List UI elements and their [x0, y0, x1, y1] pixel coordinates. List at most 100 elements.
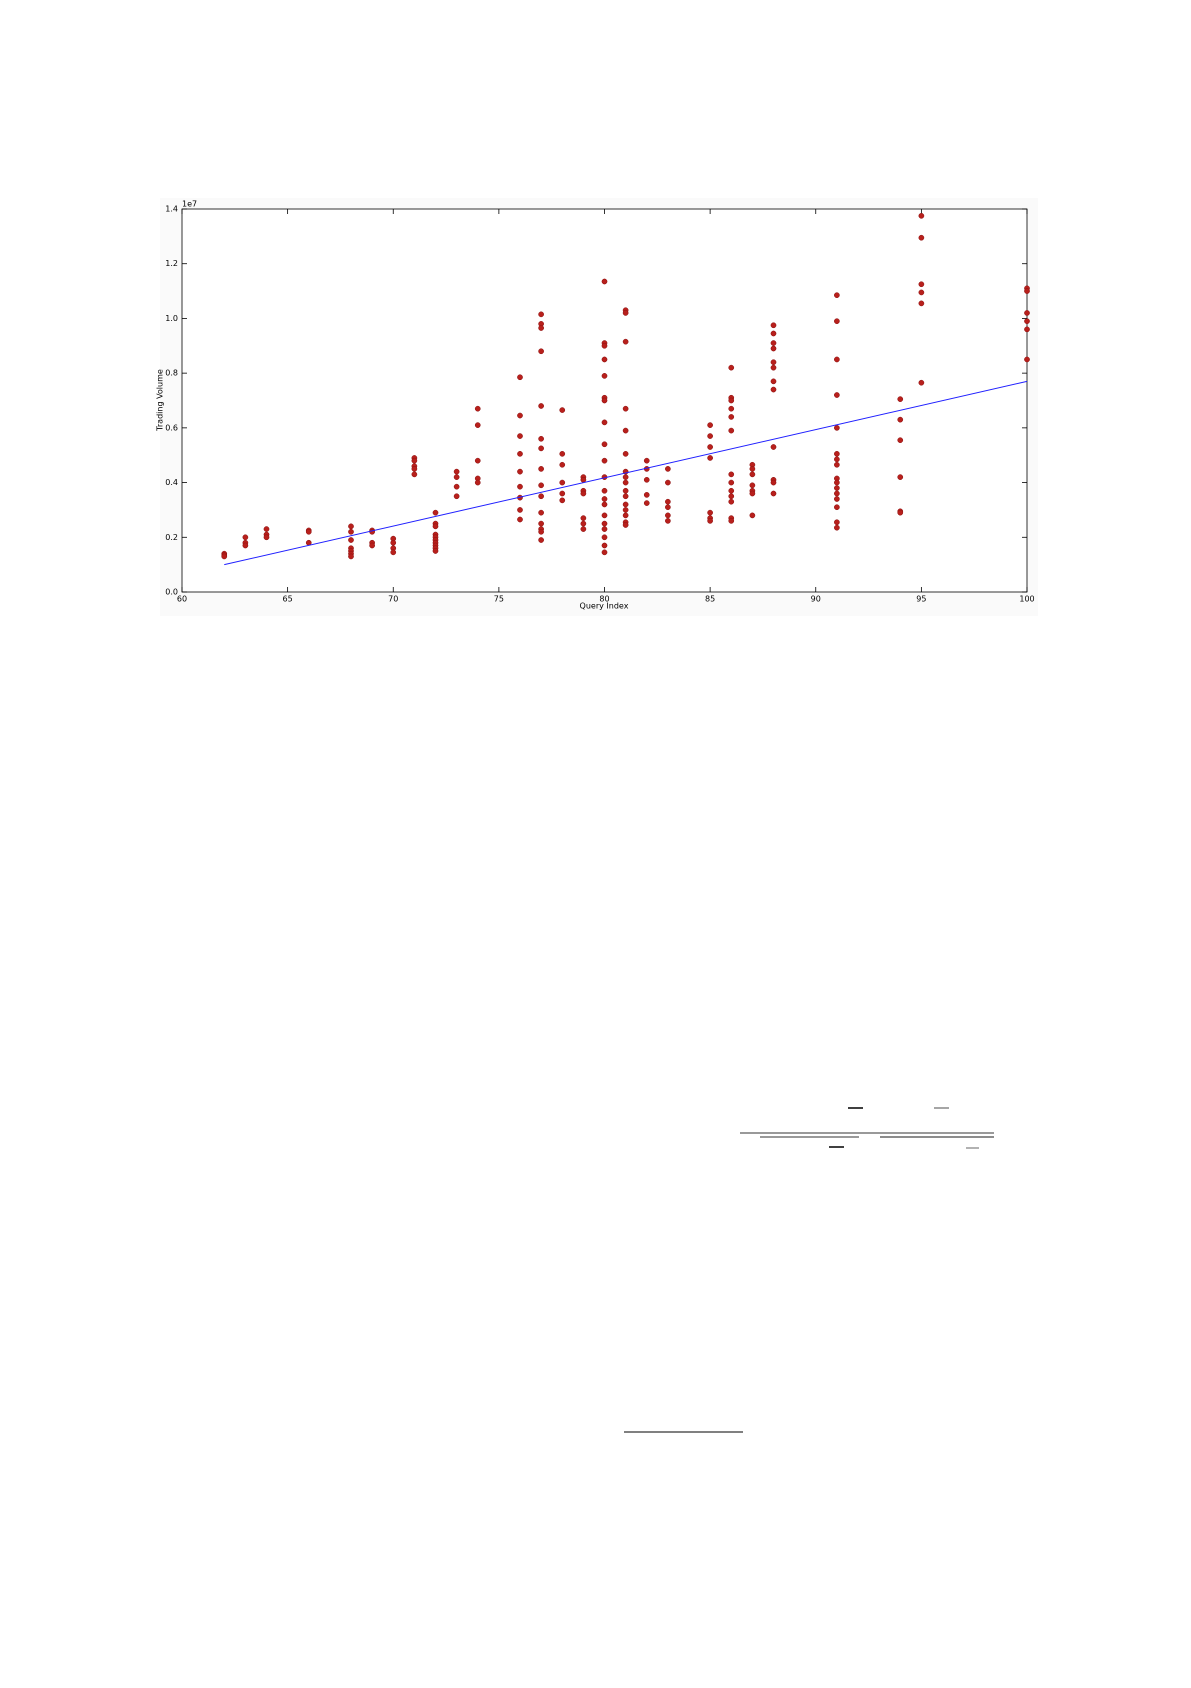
point	[601, 542, 608, 549]
point	[601, 457, 608, 464]
point	[453, 474, 460, 480]
point	[1024, 356, 1030, 363]
point	[453, 493, 460, 500]
point	[580, 476, 587, 483]
point	[411, 466, 418, 472]
point	[707, 433, 713, 439]
y-tick-label: 0.0	[165, 588, 178, 597]
point	[622, 487, 629, 494]
point	[918, 212, 925, 219]
point	[538, 509, 544, 516]
y-tick-label: 1.4	[165, 205, 178, 214]
point	[390, 549, 397, 556]
x-tick-label: 100	[1019, 595, 1034, 604]
point	[601, 373, 608, 379]
point	[538, 348, 544, 355]
point	[538, 537, 544, 543]
point	[643, 476, 650, 483]
point	[348, 523, 354, 530]
point	[770, 364, 777, 371]
point	[897, 437, 904, 444]
point	[749, 466, 756, 472]
point	[517, 516, 523, 523]
point	[221, 553, 228, 560]
point	[834, 485, 840, 491]
fit-line	[224, 380, 1028, 566]
point	[707, 422, 713, 428]
point	[707, 444, 713, 450]
point	[622, 501, 629, 508]
point	[538, 311, 544, 318]
point	[665, 479, 671, 486]
point	[348, 537, 354, 543]
point	[834, 490, 840, 497]
point	[770, 479, 777, 486]
point	[918, 300, 925, 307]
point	[242, 542, 249, 549]
point	[665, 518, 671, 524]
point	[749, 471, 756, 478]
point	[453, 468, 460, 475]
point	[411, 471, 418, 478]
point	[770, 490, 777, 497]
point	[770, 386, 777, 393]
point	[770, 330, 777, 337]
point	[263, 534, 270, 541]
point	[1024, 310, 1030, 316]
x-tick-label: 90	[811, 595, 821, 604]
point	[728, 493, 735, 500]
point	[728, 364, 735, 371]
point	[728, 414, 735, 420]
point	[1024, 318, 1030, 325]
point	[622, 522, 629, 528]
point	[517, 507, 523, 513]
point	[559, 407, 566, 413]
point	[770, 378, 777, 385]
point	[834, 392, 840, 398]
point	[369, 542, 375, 549]
point	[559, 479, 566, 486]
point	[728, 427, 735, 434]
point	[834, 356, 840, 363]
point	[643, 500, 650, 506]
point	[601, 419, 608, 426]
point	[897, 416, 904, 423]
point	[601, 501, 608, 508]
point	[580, 520, 587, 527]
point	[1024, 326, 1030, 333]
point	[770, 345, 777, 352]
point	[918, 379, 925, 386]
point	[707, 518, 713, 524]
point	[538, 435, 544, 442]
point	[1024, 288, 1030, 294]
point	[601, 342, 608, 349]
point	[665, 466, 671, 472]
point	[538, 493, 544, 500]
point	[348, 528, 354, 535]
point	[834, 461, 840, 468]
point	[622, 427, 629, 434]
point	[538, 325, 544, 331]
x-tick-label: 70	[388, 595, 398, 604]
point	[834, 292, 840, 299]
point	[918, 234, 925, 241]
point	[834, 456, 840, 463]
point	[770, 444, 777, 450]
point	[665, 504, 671, 511]
point	[834, 425, 840, 431]
point	[643, 457, 650, 464]
point	[749, 490, 756, 497]
point	[622, 512, 629, 519]
point	[517, 374, 523, 381]
point	[601, 534, 608, 541]
y-tick-label: 0.4	[165, 478, 178, 487]
point	[559, 497, 566, 504]
point	[580, 526, 587, 532]
x-axis-label: Query Index	[580, 602, 629, 611]
point	[517, 483, 523, 490]
point	[707, 455, 713, 461]
point	[559, 461, 566, 468]
point	[432, 548, 439, 554]
y-tick-label: 1.2	[165, 259, 178, 268]
